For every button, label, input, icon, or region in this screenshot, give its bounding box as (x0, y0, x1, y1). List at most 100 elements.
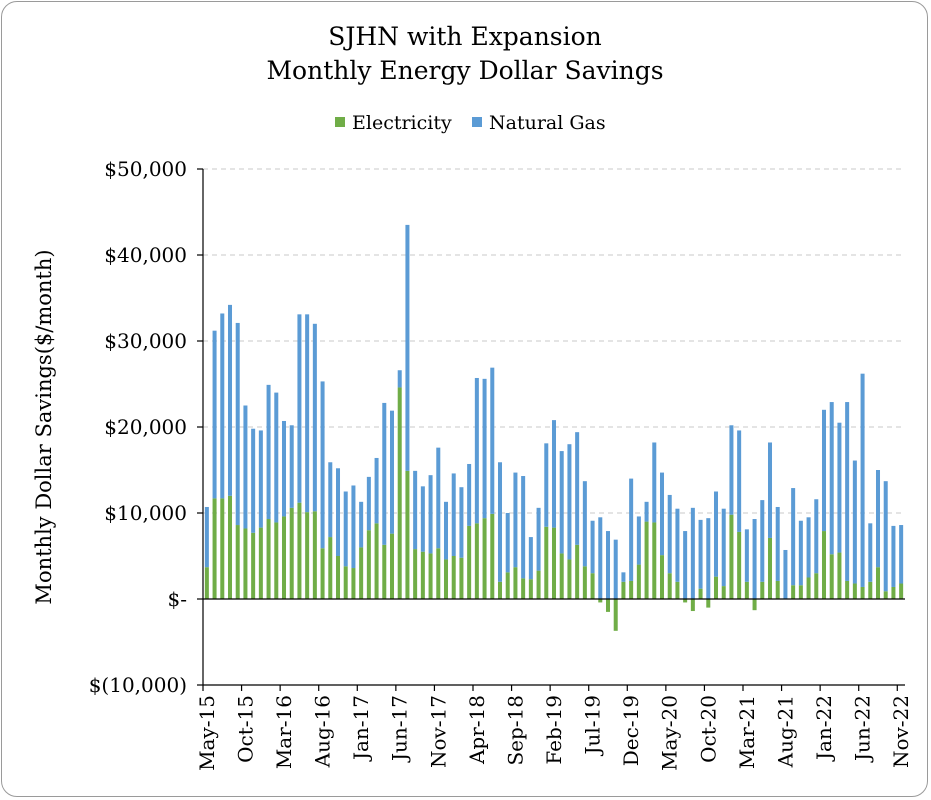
bar-natural-gas (297, 314, 302, 503)
bar-natural-gas (382, 402, 387, 545)
bar-natural-gas (235, 322, 240, 526)
bar-electricity (721, 586, 726, 599)
bar-natural-gas (760, 500, 765, 582)
bar-electricity (806, 577, 811, 599)
bar-natural-gas (845, 402, 850, 581)
bar-natural-gas (513, 472, 518, 568)
bar-natural-gas (613, 539, 618, 599)
bar-natural-gas (798, 520, 803, 586)
x-tick-label: Aug-21 (773, 695, 797, 768)
bar-electricity (837, 552, 842, 599)
bar-natural-gas (305, 314, 310, 513)
bar-natural-gas (482, 378, 487, 519)
bar-natural-gas (698, 519, 703, 589)
legend: Electricity Natural Gas (335, 112, 606, 134)
bar-natural-gas (374, 457, 379, 524)
bar-electricity (575, 544, 580, 599)
bar-natural-gas (420, 486, 425, 552)
bar-natural-gas (852, 460, 857, 584)
y-tick-label: $10,000 (104, 501, 187, 525)
bar-electricity (490, 513, 495, 599)
bar-electricity (443, 559, 449, 599)
bars (204, 224, 904, 631)
y-tick-label: $20,000 (104, 415, 187, 439)
bar-natural-gas (312, 323, 317, 512)
bar-electricity (227, 495, 233, 599)
bar-natural-gas (636, 516, 641, 565)
bar-natural-gas (266, 384, 271, 520)
x-tick-label: Apr-23 (928, 695, 931, 765)
chart-title-line-1: SJHN with Expansion (328, 22, 602, 51)
y-axis-label: Monthly Dollar Savings($/month) (32, 249, 56, 604)
x-tick-label: Mar-16 (272, 695, 296, 769)
bar-electricity (497, 581, 503, 599)
bar-electricity (744, 581, 749, 599)
bar-electricity (551, 527, 557, 599)
x-tick-label: Aug-16 (311, 695, 335, 768)
bar-natural-gas (721, 508, 726, 587)
bar-natural-gas (814, 499, 819, 574)
bar-natural-gas (212, 330, 217, 499)
bar-electricity (428, 553, 433, 599)
bar-electricity (644, 521, 649, 599)
bar-natural-gas (683, 531, 688, 599)
bar-electricity (328, 537, 333, 599)
bar-electricity (243, 528, 248, 599)
bar-electricity (281, 516, 287, 599)
bar-electricity (590, 573, 595, 599)
x-tick-label: Nov-22 (889, 695, 913, 768)
bar-natural-gas (413, 470, 418, 550)
bar-electricity (474, 523, 479, 599)
y-tick-label: $50,000 (104, 157, 187, 181)
bar-natural-gas (737, 430, 742, 532)
legend-swatch-natural-gas (472, 117, 482, 127)
bar-electricity (436, 548, 441, 599)
chart-title-line-2: Monthly Energy Dollar Savings (266, 56, 663, 85)
bar-electricity (706, 599, 711, 608)
bar-electricity (713, 576, 719, 599)
bar-electricity (675, 581, 680, 599)
bar-electricity (567, 559, 572, 599)
bar-natural-gas (644, 501, 649, 522)
x-tick-label: Jun-17 (388, 695, 412, 763)
bar-electricity (891, 586, 896, 599)
y-tick-label: $(10,000) (89, 673, 187, 697)
bar-electricity (405, 470, 410, 599)
bar-electricity (659, 555, 665, 599)
bar-natural-gas (806, 517, 811, 578)
x-tick-label: Jul-19 (581, 695, 605, 757)
bar-electricity (212, 498, 217, 599)
bar-natural-gas (744, 529, 749, 582)
bar-electricity (374, 523, 379, 599)
bar-natural-gas (428, 475, 433, 554)
bar-electricity (652, 522, 657, 599)
bar-electricity (845, 580, 850, 599)
bar-natural-gas (389, 410, 395, 534)
bar-electricity (613, 599, 618, 631)
bar-electricity (791, 585, 796, 599)
bar-electricity (335, 556, 341, 599)
bar-natural-gas (451, 473, 456, 556)
bar-electricity (752, 599, 757, 611)
bar-natural-gas (837, 422, 842, 553)
bar-natural-gas (359, 501, 364, 548)
bar-natural-gas (320, 381, 325, 549)
bar-natural-gas (629, 478, 634, 581)
bar-natural-gas (443, 501, 449, 560)
legend-label-electricity: Electricity (352, 112, 452, 134)
bar-natural-gas (274, 392, 279, 523)
bar-electricity (482, 518, 487, 599)
bar-electricity (235, 525, 240, 599)
bar-natural-gas (351, 485, 356, 569)
bar-natural-gas (405, 224, 410, 471)
bar-natural-gas (521, 476, 526, 579)
bar-natural-gas (204, 506, 209, 568)
bar-electricity (359, 547, 364, 599)
x-tick-label: Dec-19 (619, 695, 643, 766)
bar-natural-gas (829, 402, 834, 555)
bar-natural-gas (775, 506, 780, 581)
bar-electricity (883, 591, 888, 599)
bar-natural-gas (875, 470, 881, 568)
bar-natural-gas (729, 425, 734, 515)
